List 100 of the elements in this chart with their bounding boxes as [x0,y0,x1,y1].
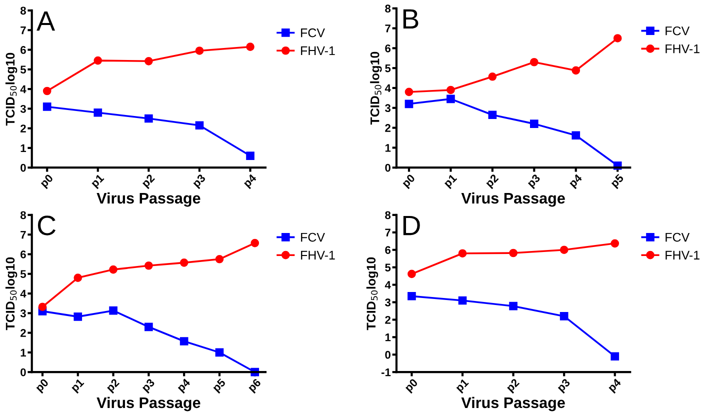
x-tick-label: p1 [455,378,471,394]
y-tick-label: 8 [20,211,26,220]
y-tick-label: 3 [385,104,391,112]
legend-label: FHV-1 [301,46,335,56]
y-tick-label: 8 [385,4,391,13]
y-tick-label: 1 [385,144,391,152]
point [572,131,580,140]
point [74,312,82,321]
point [404,88,414,96]
x-axis-title: Virus Passage [461,396,565,412]
point [42,102,52,111]
point [488,72,497,81]
x-tick-label: p5 [610,174,626,190]
y-tick-label: 0 [385,164,390,172]
y-tick-label: 4 [384,281,391,289]
y-tick-label: 0 [20,164,26,172]
y-tick-label: 2 [20,124,26,132]
point [94,56,102,65]
y-tick-label: 2 [385,124,390,132]
x-axis-title: Virus Passage [461,192,565,207]
y-tick-label: -1 [381,368,391,376]
y-tick-label: 1 [20,348,26,356]
y-tick-label: 7 [385,24,390,32]
point [530,120,538,128]
chart-title: A [36,11,56,31]
point [144,322,153,332]
x-tick-label: p3 [141,378,157,394]
legend-label: FCV [301,28,325,38]
point [246,152,254,160]
y-tick-label: 5 [20,270,26,278]
y-tick-label: 5 [385,264,391,272]
point [74,274,82,282]
x-tick-label: p3 [192,174,208,190]
y-tick-label: 0 [385,350,390,359]
y-tick-label: 3 [20,309,26,318]
y-tick-label: 5 [385,64,391,72]
y-tick-label: 6 [20,46,26,54]
point [144,56,153,66]
point [94,108,102,117]
x-tick-label: p6 [247,378,263,394]
x-tick-label: p5 [212,378,228,394]
x-tick-label: p2 [484,174,500,190]
y-axis-title: TCID$_{50}$log10 [5,52,18,126]
point [404,100,414,108]
point [408,270,416,278]
y-tick-label: 0 [20,368,26,376]
y-tick-label: 2 [385,316,390,324]
y-tick-label: 7 [385,228,390,236]
x-tick-label: p1 [70,378,86,394]
x-tick-label: p4 [568,173,584,190]
point [572,66,580,75]
point [195,121,204,130]
y-axis-title: TCID$_{50}$log10 [366,257,378,330]
chart-title: B [403,9,418,29]
point [180,258,188,267]
y-tick-label: 3 [385,298,391,306]
point [610,239,620,248]
y-tick-label: 8 [385,211,391,220]
point [509,302,518,310]
point [509,248,518,258]
legend-label: FCV [666,232,690,242]
y-tick-label: 8 [20,6,26,15]
point [109,265,118,274]
point [109,306,118,315]
x-tick-label: p1 [443,174,459,190]
point [246,42,254,51]
x-tick-label: p4 [242,173,258,190]
point [560,312,568,320]
chart-title: D [403,216,420,236]
legend-label: FHV-1 [666,44,700,54]
y-tick-label: 2 [20,329,26,337]
point [42,86,52,96]
point [144,261,153,270]
point [458,249,467,258]
point [250,238,260,248]
x-tick-label: p1 [90,174,106,190]
point [458,296,467,305]
x-tick-label: p0 [40,174,56,190]
x-axis-title: Virus Passage [96,396,200,412]
y-tick-label: 1 [20,144,26,152]
x-tick-label: p0 [34,378,50,394]
y-tick-label: 7 [20,26,26,34]
y-tick-label: 5 [20,66,26,74]
chart-title: C [38,216,56,236]
legend-label: FHV-1 [301,250,335,260]
legend-label: FCV [301,232,325,242]
point [613,34,622,42]
point [215,254,224,264]
point [408,292,416,300]
y-tick-label: 3 [20,104,26,113]
y-tick-label: 4 [20,85,26,94]
point [488,110,497,120]
x-tick-label: p2 [106,378,122,394]
x-tick-label: p0 [401,174,417,190]
x-tick-label: p4 [176,378,192,394]
point [530,58,538,66]
point [446,86,455,94]
point [180,337,188,346]
y-axis-title: TCID$_{50}$log10 [5,257,18,330]
y-tick-label: 6 [20,250,26,258]
